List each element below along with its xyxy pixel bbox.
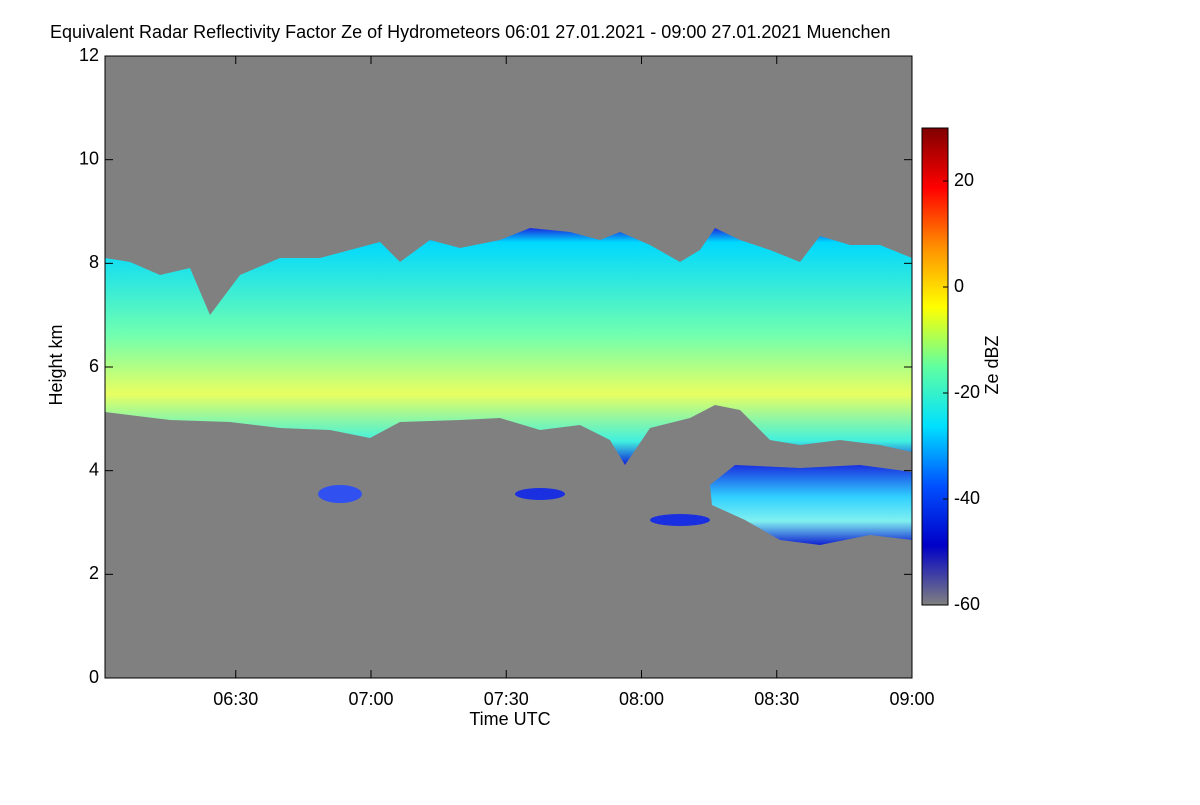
colorbar-label: Ze dBZ	[982, 335, 1002, 394]
colorbar-tick-label: -60	[954, 594, 980, 614]
y-tick-label: 12	[79, 45, 99, 65]
low-cloud	[710, 465, 912, 545]
cloud-layer	[105, 228, 912, 465]
y-tick-label: 10	[79, 148, 99, 168]
low-echo	[318, 485, 362, 503]
low-echo	[650, 514, 710, 526]
colorbar	[921, 127, 949, 606]
echo-field	[105, 228, 912, 545]
chart-title: Equivalent Radar Reflectivity Factor Ze …	[50, 22, 891, 42]
colorbar-tick-label: -40	[954, 488, 980, 508]
x-tick-label: 07:00	[348, 689, 393, 709]
x-tick-label: 08:30	[754, 689, 799, 709]
x-tick-label: 09:00	[889, 689, 934, 709]
y-tick-label: 0	[89, 667, 99, 687]
y-tick-label: 2	[89, 563, 99, 583]
low-echo	[515, 488, 565, 500]
colorbar-tick-label: 20	[954, 170, 974, 190]
x-axis-label: Time UTC	[469, 709, 550, 729]
y-tick-label: 6	[89, 356, 99, 376]
colorbar-tick-label: 0	[954, 276, 964, 296]
y-tick-label: 8	[89, 252, 99, 272]
y-tick-label: 4	[89, 459, 99, 479]
x-tick-label: 07:30	[484, 689, 529, 709]
y-axis-label: Height km	[46, 324, 66, 405]
x-tick-label: 08:00	[619, 689, 664, 709]
colorbar-tick-label: -20	[954, 382, 980, 402]
x-tick-label: 06:30	[213, 689, 258, 709]
